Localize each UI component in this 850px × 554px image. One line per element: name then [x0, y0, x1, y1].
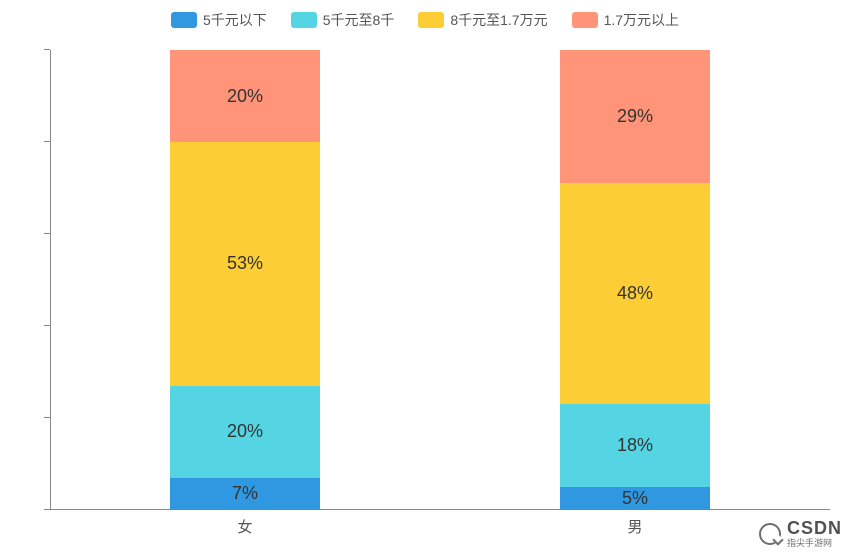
- y-tick: [44, 233, 50, 234]
- legend-swatch: [291, 12, 317, 28]
- bar-slot: 5%18%48%29%男: [440, 50, 830, 510]
- legend-item[interactable]: 8千元至1.7万元: [418, 10, 547, 30]
- y-tick: [44, 325, 50, 326]
- legend-item[interactable]: 5千元至8千: [291, 10, 395, 30]
- y-tick: [44, 141, 50, 142]
- segment-value-label: 53%: [227, 253, 263, 274]
- legend-swatch: [572, 12, 598, 28]
- bar-segment[interactable]: 20%: [170, 50, 320, 142]
- segment-value-label: 18%: [617, 435, 653, 456]
- watermark-sub: 指尖手游网: [787, 539, 842, 548]
- bar-segment[interactable]: 29%: [560, 50, 710, 183]
- bar-segment[interactable]: 18%: [560, 404, 710, 487]
- legend-label: 5千元至8千: [323, 10, 395, 30]
- segment-value-label: 29%: [617, 106, 653, 127]
- bar-segment[interactable]: 20%: [170, 386, 320, 478]
- legend-swatch: [418, 12, 444, 28]
- segment-value-label: 20%: [227, 86, 263, 107]
- segment-value-label: 48%: [617, 283, 653, 304]
- legend-label: 5千元以下: [203, 10, 267, 30]
- stacked-bar: 5% 18% 48% 29%: [560, 50, 710, 510]
- x-category-label: 女: [237, 516, 252, 537]
- legend-label: 1.7万元以上: [604, 10, 679, 30]
- legend: 5千元以下 5千元至8千 8千元至1.7万元 1.7万元以上: [0, 0, 850, 40]
- segment-value-label: 5%: [622, 488, 648, 509]
- watermark: CSDN 指尖手游网: [759, 519, 842, 548]
- legend-swatch: [171, 12, 197, 28]
- segment-value-label: 7%: [232, 483, 258, 504]
- bar-segment[interactable]: 5%: [560, 487, 710, 510]
- y-tick: [44, 417, 50, 418]
- plot-area: 7%20%53%20%女5%18%48%29%男: [50, 50, 830, 510]
- bar-segment[interactable]: 48%: [560, 183, 710, 404]
- bar-slot: 7%20%53%20%女: [50, 50, 440, 510]
- wechat-icon: [759, 523, 781, 545]
- legend-item[interactable]: 5千元以下: [171, 10, 267, 30]
- bar-segment[interactable]: 53%: [170, 142, 320, 386]
- x-category-label: 男: [627, 516, 642, 537]
- bar-segment[interactable]: 7%: [170, 478, 320, 510]
- y-tick: [44, 509, 50, 510]
- bars-container: 7%20%53%20%女5%18%48%29%男: [50, 50, 830, 510]
- stacked-bar: 7% 20% 53% 20%: [170, 50, 320, 510]
- segment-value-label: 20%: [227, 421, 263, 442]
- legend-label: 8千元至1.7万元: [450, 10, 547, 30]
- watermark-main: CSDN: [787, 519, 842, 537]
- legend-item[interactable]: 1.7万元以上: [572, 10, 679, 30]
- y-tick: [44, 49, 50, 50]
